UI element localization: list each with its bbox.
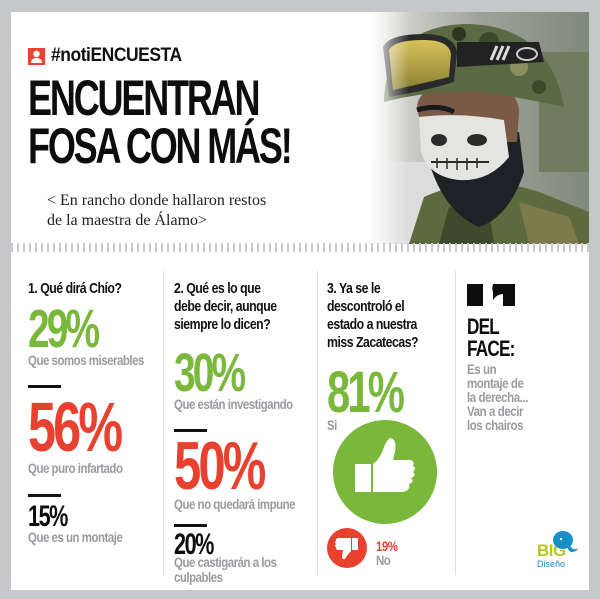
thumbs-down-icon [327,528,367,573]
poll3-no-label: No [376,552,391,568]
title-line: DEL [467,314,500,339]
rule [174,429,207,432]
soldier-photo [369,12,589,244]
poll1-question: 1. Qué dirá Chío? [28,280,122,297]
poll2-answer1-label: Que están investigando [174,396,293,412]
poll1-answer1-label: Que somos miserables [28,352,144,368]
del-face-text: Es un montaje de la derecha... Van a dec… [467,361,529,433]
subhead-line-2: de la maestra de Álamo> [47,212,208,229]
poll3-no-value: 19% [376,538,398,554]
del-face-title: DEL FACE: [467,316,515,360]
rule [174,524,207,527]
poll3-yes-label: Si [327,417,337,433]
question-line: descontroló el [327,298,405,315]
poll2-answer3-value: 20% [174,528,214,561]
poll2-answer2-label: Que no quedará impune [174,496,296,512]
title-line: FACE: [467,336,515,361]
elephant-icon [551,530,579,561]
rule [28,494,61,497]
column-divider [163,270,164,575]
poll1-answer2-label: Que puro infartado [28,460,123,476]
question-line: debe decir, aunque [174,298,277,315]
poll3-yes-value: 81% [327,360,405,425]
poll2-answer2-value: 50% [174,428,266,504]
question-line: miss Zacatecas? [327,334,419,351]
logo-sub-text: Diseño [537,559,566,569]
subheadline: < En rancho donde hallaron restos de la … [47,191,266,231]
headline-line-1: ENCUENTRAN [28,70,261,126]
headline: ENCUENTRAN FOSA CON MÁS! [28,70,293,174]
headline-line-2: FOSA CON MÁS! [28,118,293,174]
poll1-answer3-label: Que es un montaje [28,529,123,545]
question-line: 2. Qué es lo que [174,280,261,297]
poll3-question: 3. Ya se le descontroló el estado a nues… [327,280,419,352]
subhead-line-1: < En rancho donde hallaron restos [47,192,267,209]
infographic-card: #notiENCUESTA ENCUENTRAN FOSA CON MÁS! <… [11,12,589,590]
rule [28,385,61,388]
quote-mark-icon [467,282,515,313]
user-icon [28,48,45,65]
photo-fade [369,12,409,244]
poll2-answer3-label: Que castigarán a los culpables [174,554,277,585]
label-line: Que castigarán a los [174,554,277,570]
dashed-separator [11,243,589,252]
column-divider [455,270,456,575]
label-line: culpables [174,569,223,585]
thumbs-up-icon [333,420,437,529]
poll1-answer1-value: 29% [28,299,100,359]
column-divider [317,270,318,575]
question-line: 3. Ya se le [327,280,381,297]
question-line: siempre lo dicen? [174,316,271,333]
poll2-answer1-value: 30% [174,343,246,403]
question-line: estado a nuestra [327,316,417,333]
hashtag-label: #notiENCUESTA [51,45,182,66]
poll1-answer2-value: 56% [28,388,123,466]
poll2-question: 2. Qué es lo que debe decir, aunque siem… [174,280,277,334]
poll1-answer3-value: 15% [28,500,68,533]
big-diseno-logo: BIG Diseño [537,531,578,569]
